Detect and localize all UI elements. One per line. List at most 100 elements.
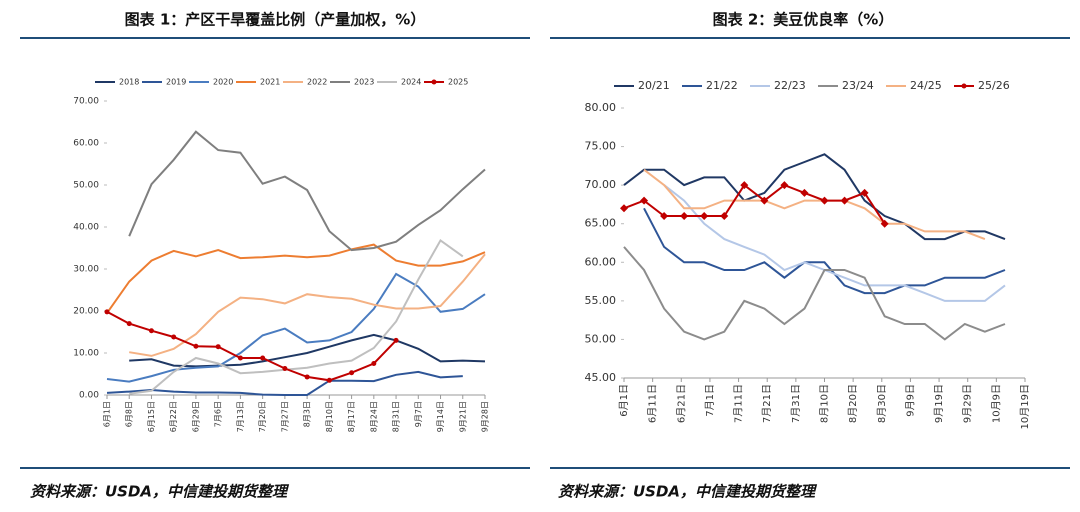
marker (148, 328, 154, 334)
legend-label: 2019 (166, 78, 186, 87)
y-tick-label: 80.00 (585, 101, 617, 114)
marker (304, 374, 310, 380)
chart-title: 图表 2：美豆优良率（%） (713, 11, 894, 29)
x-tick-label: 6月29日 (191, 401, 200, 432)
marker (780, 181, 789, 190)
marker (237, 355, 243, 361)
series-line (128, 130, 486, 252)
marker (640, 196, 649, 205)
y-tick-label: 65.00 (585, 217, 617, 230)
legend-label: 2024 (401, 78, 421, 87)
legend-label: 2023 (354, 78, 374, 87)
x-tick-label: 9月29日 (962, 384, 974, 423)
marker (740, 181, 749, 190)
x-tick-label: 6月22日 (169, 401, 178, 432)
x-tick-label: 10月9日 (990, 384, 1002, 423)
x-tick-label: 9月28日 (481, 401, 490, 432)
source: 资料来源：USDA，中信建投期货整理 (558, 483, 818, 501)
y-tick-label: 45.00 (585, 371, 617, 384)
marker (860, 188, 869, 197)
x-tick-label: 8月30日 (876, 384, 888, 423)
marker (326, 377, 332, 383)
x-tick-label: 9月14日 (436, 401, 445, 432)
x-tick-label: 9月21日 (458, 401, 467, 432)
marker (660, 212, 669, 220)
series-line (643, 168, 986, 241)
marker (620, 204, 628, 213)
y-tick-label: 30.00 (73, 265, 99, 275)
series-line (129, 253, 486, 357)
y-tick-label: 10.00 (73, 349, 99, 359)
legend-marker (431, 79, 437, 85)
legend-label: 2022 (307, 78, 327, 87)
x-tick-label: 7月27日 (280, 401, 289, 432)
legend-label: 23/24 (842, 79, 874, 92)
x-tick-label: 8月20日 (847, 384, 859, 423)
x-tick-label: 7月13日 (236, 401, 245, 432)
x-tick-label: 6月1日 (618, 384, 630, 417)
marker (760, 196, 769, 205)
chart-title: 图表 1：产区干旱覆盖比例（产量加权，%） (125, 11, 426, 29)
marker (193, 343, 199, 349)
series-line (106, 310, 397, 382)
y-tick-label: 40.00 (73, 223, 99, 233)
y-tick-label: 0.00 (79, 391, 99, 401)
marker (104, 309, 110, 315)
legend-label: 2025 (448, 78, 468, 87)
source: 资料来源：USDA，中信建投期货整理 (30, 483, 290, 501)
y-tick-label: 50.00 (585, 332, 617, 345)
x-tick-label: 8月24日 (369, 401, 378, 432)
series-line (643, 207, 1006, 295)
x-tick-label: 7月21日 (761, 384, 773, 423)
marker (371, 361, 377, 366)
x-tick-label: 8月10日 (819, 384, 831, 423)
x-tick-label: 6月1日 (103, 401, 112, 427)
legend-label: 2021 (260, 78, 280, 87)
marker (820, 196, 829, 205)
legend-label: 22/23 (774, 79, 806, 92)
marker (800, 188, 809, 197)
series-line (106, 272, 486, 383)
x-tick-label: 8月10日 (325, 401, 334, 432)
x-tick-label: 8月17日 (347, 401, 356, 432)
x-tick-label: 8月3日 (303, 401, 312, 427)
legend-marker (961, 83, 967, 89)
y-tick-label: 55.00 (585, 294, 617, 307)
series-line (129, 238, 464, 395)
series-line (623, 246, 1006, 341)
marker (700, 212, 709, 220)
x-tick-label: 6月21日 (675, 384, 687, 423)
marker (840, 196, 849, 205)
marker (126, 321, 132, 327)
y-tick-label: 70.00 (585, 178, 617, 191)
y-tick-label: 20.00 (73, 307, 99, 317)
marker (393, 337, 399, 343)
x-tick-label: 7月1日 (704, 384, 716, 417)
series-line (663, 184, 1006, 302)
y-tick-label: 60.00 (585, 255, 617, 268)
series-line (106, 370, 463, 396)
legend-label: 25/26 (978, 79, 1010, 92)
x-tick-label: 7月6日 (214, 401, 223, 427)
x-tick-label: 9月9日 (904, 384, 916, 417)
x-tick-label: 6月8日 (125, 401, 134, 427)
legend-label: 2018 (119, 78, 139, 87)
x-tick-label: 9月7日 (414, 401, 423, 427)
x-tick-label: 7月31日 (790, 384, 802, 423)
marker (349, 370, 355, 376)
x-tick-label: 6月11日 (647, 384, 659, 423)
series-line (623, 153, 1006, 241)
y-tick-label: 50.00 (73, 181, 99, 191)
marker (215, 344, 221, 350)
y-tick-label: 75.00 (585, 140, 617, 153)
legend-label: 2020 (213, 78, 233, 87)
x-tick-label: 6月15日 (147, 401, 156, 432)
legend-label: 21/22 (706, 79, 738, 92)
marker (282, 366, 288, 372)
series-line (106, 243, 486, 314)
marker (260, 355, 266, 361)
x-tick-label: 8月31日 (392, 401, 401, 432)
x-tick-label: 7月11日 (733, 384, 745, 423)
y-tick-label: 60.00 (73, 139, 99, 149)
